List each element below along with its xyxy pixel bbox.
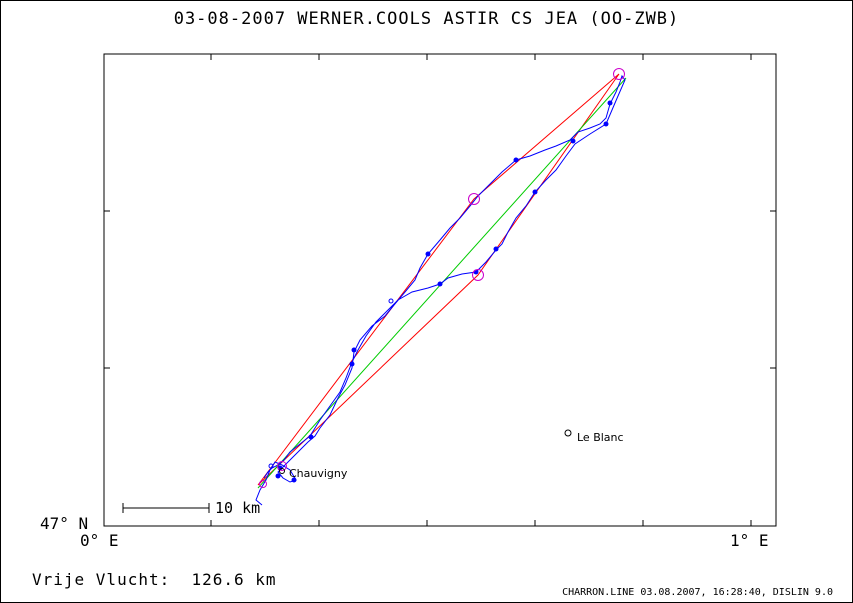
- plot-frame: [103, 53, 777, 527]
- scale-label: 10 km: [215, 499, 261, 517]
- tick-marks: [104, 54, 776, 526]
- distance-label: Vrije Vlucht:: [32, 570, 171, 589]
- place-marker-chauvigny: [279, 468, 285, 474]
- distance-value: 126.6 km: [191, 570, 277, 589]
- task-outline: [257, 73, 620, 486]
- flight-track: [255, 74, 626, 506]
- place-label-chauvigny: Chauvigny: [289, 467, 348, 480]
- longitude-label-right: 1° E: [730, 531, 769, 550]
- place-marker-le-blanc: [564, 429, 572, 437]
- scale-bar: [122, 503, 210, 513]
- place-label-le-blanc: Le Blanc: [577, 431, 624, 444]
- longitude-label-left: 0° E: [80, 531, 119, 550]
- footer-info: CHARRON.LINE 03.08.2007, 16:28:40, DISLI…: [562, 587, 833, 598]
- turnpoints: [259, 68, 625, 488]
- latitude-label: 47° N: [40, 514, 89, 533]
- free-flight-distance: Vrije Vlucht: 126.6 km: [32, 570, 277, 589]
- flight-title: 03-08-2007 WERNER.COOLS ASTIR CS JEA (OO…: [173, 9, 680, 29]
- track-marker-open: [268, 463, 274, 469]
- track-marker-open: [388, 298, 394, 304]
- track-markers: [275, 100, 613, 483]
